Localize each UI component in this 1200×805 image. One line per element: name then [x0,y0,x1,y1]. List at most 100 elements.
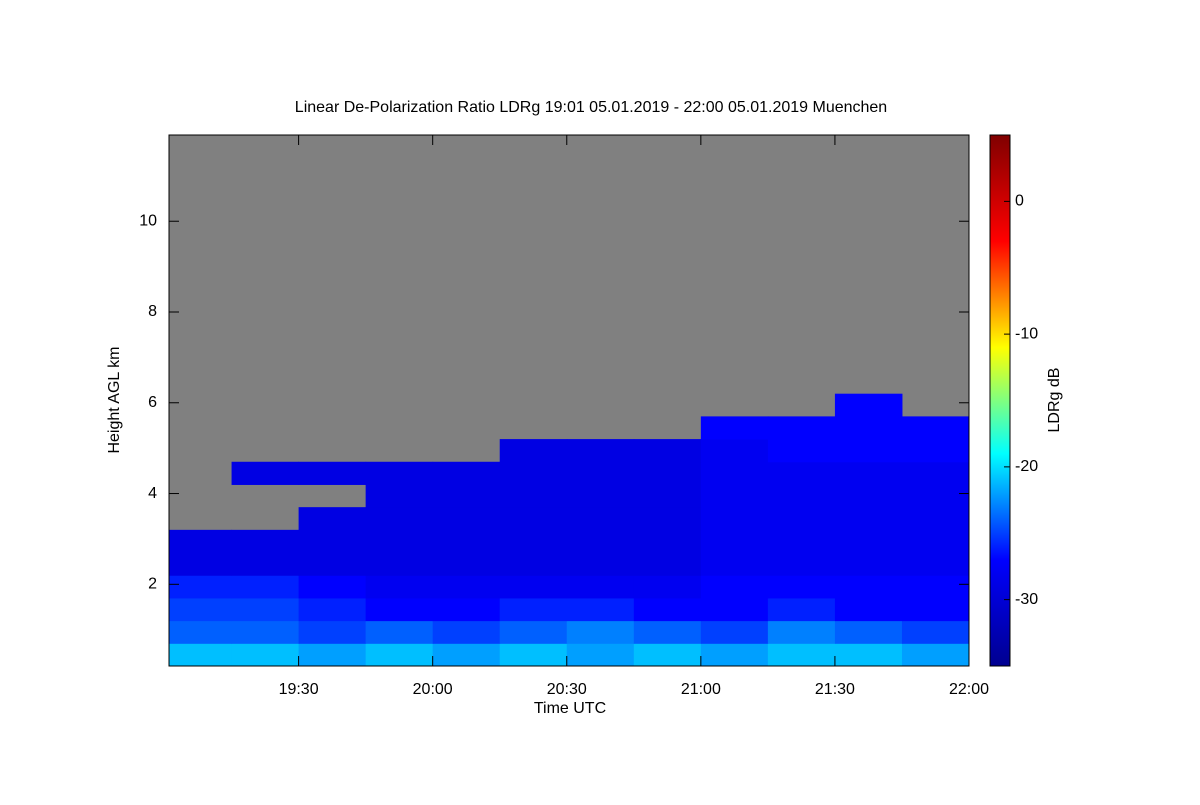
heatmap-cell [231,643,300,666]
heatmap-cell [700,484,769,508]
heatmap-cell [499,439,568,463]
heatmap-cell [901,643,969,666]
heatmap-cell [499,575,568,599]
heatmap-cell [834,393,903,417]
heatmap-cell [700,575,769,599]
heatmap-cell [566,439,635,463]
heatmap-cell [566,643,635,666]
heatmap-cell [633,529,702,554]
heatmap-cell [499,484,568,508]
colorbar [989,134,1011,667]
heatmap-cell [700,643,769,666]
heatmap-cell [633,597,702,622]
heatmap-cell [700,620,769,644]
heatmap-cell [834,597,903,622]
heatmap-cell [633,575,702,599]
heatmap-cell [834,439,903,463]
heatmap-cell [767,461,836,485]
heatmap-cell [901,484,969,508]
heatmap-cell [566,552,635,576]
heatmap-cell [767,643,836,666]
x-tick-label: 19:30 [279,681,319,698]
heatmap-cell [834,507,903,531]
heatmap-cell [432,643,501,666]
heatmap-cell [901,461,969,485]
heatmap-cell [365,484,434,508]
heatmap-cell [298,575,367,599]
colorbar-tick-label: -10 [1015,325,1038,342]
heatmap-cell [767,575,836,599]
heatmap-cell [633,620,702,644]
heatmap-cell [432,484,501,508]
heatmap-cell [231,552,300,576]
heatmap-cell [633,461,702,485]
heatmap-cell [231,597,300,622]
colorbar-label: LDRg dB [1046,368,1063,433]
heatmap-cell [700,461,769,485]
colorbar-tick-label: -30 [1015,591,1038,608]
heatmap-cell [901,597,969,622]
heatmap-cell [767,552,836,576]
heatmap-cell [566,461,635,485]
heatmap-cell [901,529,969,554]
heatmap-cell [566,529,635,554]
heatmap-cell [169,529,233,554]
heatmap-cell [499,620,568,644]
heatmap-cell [499,461,568,485]
heatmap-cell [834,575,903,599]
heatmap-cell [169,575,233,599]
heatmap-cell [432,461,501,485]
heatmap-cell [365,552,434,576]
plot-frame [168,134,970,667]
heatmap-cell [365,575,434,599]
x-tick-label: 20:00 [413,681,453,698]
y-tick-label: 4 [148,485,157,502]
heatmap-cell [365,507,434,531]
x-tick-label: 21:30 [815,681,855,698]
heatmap-cell [169,552,233,576]
heatmap-cell [700,552,769,576]
heatmap-cell [169,597,233,622]
heatmap-cell [901,620,969,644]
y-axis-label: Height AGL km [106,346,123,453]
heatmap-cell [499,643,568,666]
heatmap-cell [499,529,568,554]
x-tick-label: 21:00 [681,681,721,698]
heatmap-cell [169,643,233,666]
x-axis-label: Time UTC [534,700,606,717]
heatmap-cell [231,461,300,485]
heatmap-cell [834,529,903,554]
heatmap-cell [365,529,434,554]
y-tick-label: 8 [148,303,157,320]
heatmap-cell [566,575,635,599]
heatmap-cell [901,575,969,599]
heatmap-cell [432,529,501,554]
heatmap-cell [499,507,568,531]
heatmap-cell [365,643,434,666]
x-tick-label: 22:00 [949,681,989,698]
heatmap-cell [767,439,836,463]
chart-title: Linear De-Polarization Ratio LDRg 19:01 … [295,99,887,116]
heatmap-cell [432,575,501,599]
heatmap-cell [365,461,434,485]
heatmap-cell [901,416,969,440]
heatmap-cell [767,484,836,508]
heatmap-cell [499,597,568,622]
heatmap-cell [298,597,367,622]
y-tick-label: 6 [148,394,157,411]
heatmap-cell [432,597,501,622]
heatmap-cell [700,439,769,463]
heatmap-cell [298,461,367,485]
heatmap-cell [767,620,836,644]
y-tick-label: 2 [148,576,157,593]
heatmap-cell [365,620,434,644]
heatmap [169,393,969,666]
heatmap-cell [298,507,367,531]
heatmap-cell [298,552,367,576]
heatmap-cell [566,507,635,531]
heatmap-cell [566,484,635,508]
heatmap-cell [298,620,367,644]
heatmap-cell [767,529,836,554]
heatmap-cell [298,643,367,666]
